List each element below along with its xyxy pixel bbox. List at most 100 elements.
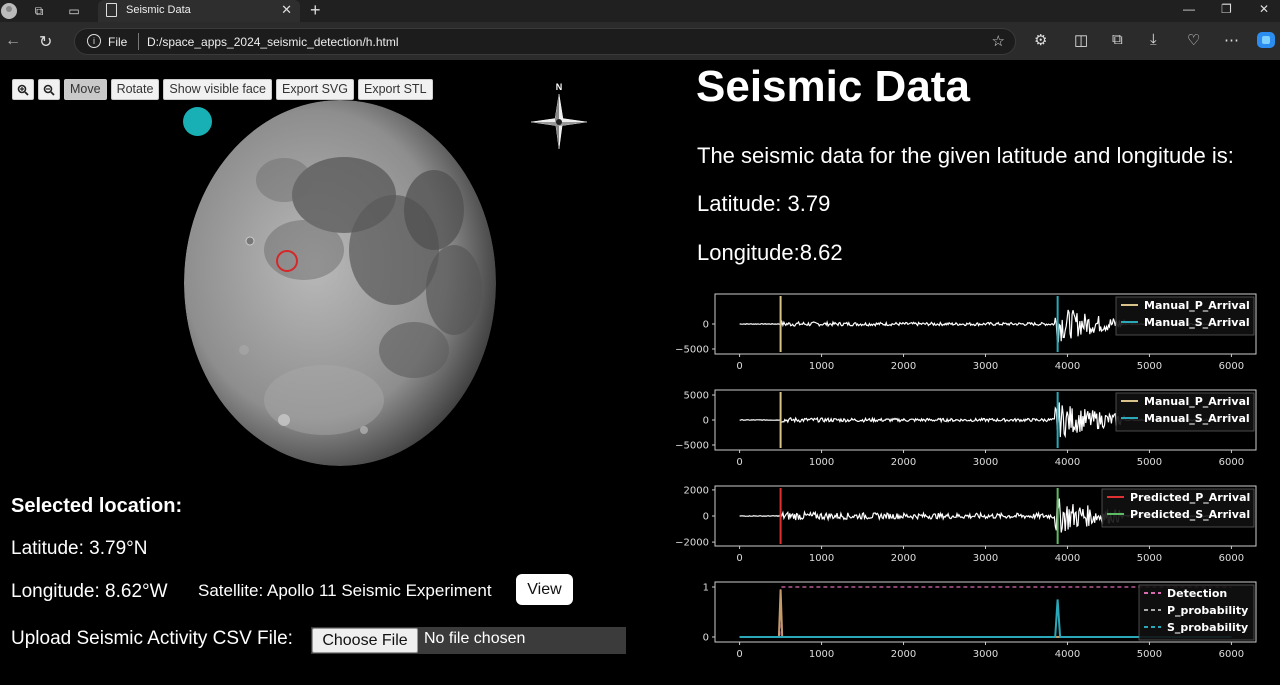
legend-label: Manual_P_Arrival <box>1144 395 1250 408</box>
minimize-icon[interactable]: — <box>1183 2 1195 16</box>
collections-icon[interactable]: ⧉ <box>1112 31 1123 48</box>
legend-label: Predicted_S_Arrival <box>1130 508 1250 521</box>
legend-label: Manual_S_Arrival <box>1144 412 1250 425</box>
legend-box <box>1138 584 1255 641</box>
y-tick-label: −5000 <box>675 345 709 356</box>
y-tick-label: 0 <box>703 320 709 331</box>
address-bar-row: ← ↻ i File D:/space_apps_2024_seismic_de… <box>0 22 1280 60</box>
x-tick-label: 6000 <box>1219 361 1244 372</box>
x-tick-label: 1000 <box>809 361 834 372</box>
legend-label: P_probability <box>1167 604 1248 617</box>
y-tick-label: 0 <box>703 633 709 644</box>
copilot-icon[interactable] <box>1256 31 1276 53</box>
browser-essentials-icon[interactable]: ♡ <box>1187 32 1201 49</box>
x-tick-label: 3000 <box>973 457 998 468</box>
address-bar[interactable]: i File D:/space_apps_2024_seismic_detect… <box>74 28 1016 55</box>
tab-title: Seismic Data <box>126 4 191 16</box>
probability-line <box>739 599 1232 638</box>
seismic-plots: 0 1000 2000 3000 4000 5000 60000−5000Manual_P_… <box>675 293 1257 660</box>
window-close-icon[interactable]: ✕ <box>1259 2 1270 16</box>
legend-label: Detection <box>1167 587 1227 600</box>
x-tick-label: 5000 <box>1137 649 1162 660</box>
browser-tab[interactable]: Seismic Data ✕ <box>98 0 300 22</box>
x-tick-label: 5000 <box>1137 361 1162 372</box>
x-tick-label: 0 <box>736 457 742 468</box>
x-tick-label: 1000 <box>809 649 834 660</box>
x-tick-label: 2000 <box>891 553 916 564</box>
browser-tab-bar: ⧉ ▭ Seismic Data ✕ + — ❐ ✕ <box>0 0 1280 22</box>
y-tick-label: 5000 <box>684 391 709 402</box>
extensions-icon[interactable]: ⚙ <box>1034 32 1048 49</box>
satellite-name: Satellite: Apollo 11 Seismic Experiment <box>198 581 492 600</box>
x-tick-label: 4000 <box>1055 649 1080 660</box>
y-tick-label: −5000 <box>675 441 709 452</box>
show-visible-face-button[interactable]: Show visible face <box>163 79 272 100</box>
downloads-icon[interactable]: ⤓ <box>1150 31 1157 48</box>
x-tick-label: 1000 <box>809 457 834 468</box>
tab-actions-icon[interactable]: ▭ <box>68 4 80 18</box>
selected-location-marker-icon[interactable] <box>274 248 300 274</box>
url-scheme: File <box>108 35 128 49</box>
x-tick-label: 4000 <box>1055 361 1080 372</box>
file-status: No file chosen <box>424 630 526 647</box>
moon-globe[interactable] <box>184 100 496 466</box>
workspaces-icon[interactable]: ⧉ <box>34 3 44 18</box>
export-svg-button[interactable]: Export SVG <box>276 79 354 100</box>
page-description: The seismic data for the given latitude … <box>697 143 1234 168</box>
x-tick-label: 2000 <box>891 361 916 372</box>
x-tick-label: 2000 <box>891 457 916 468</box>
file-input[interactable]: Choose File No file chosen <box>311 627 626 654</box>
y-tick-label: 1 <box>703 583 709 594</box>
legend-label: Predicted_P_Arrival <box>1130 491 1250 504</box>
x-tick-label: 6000 <box>1219 553 1244 564</box>
legend-box <box>1115 296 1255 336</box>
upload-label: Upload Seismic Activity CSV File: <box>11 628 293 649</box>
map-toolbar: Move Rotate Show visible face Export SVG… <box>12 79 433 100</box>
new-tab-icon[interactable]: + <box>310 0 321 20</box>
profile-avatar-icon[interactable] <box>0 2 18 20</box>
move-button[interactable]: Move <box>64 79 107 100</box>
legend-label: Manual_S_Arrival <box>1144 316 1250 329</box>
satellite-marker[interactable] <box>183 107 212 136</box>
x-tick-label: 0 <box>736 649 742 660</box>
result-longitude: Longitude:8.62 <box>697 240 843 265</box>
y-tick-label: 0 <box>703 416 709 427</box>
rotate-button[interactable]: Rotate <box>110 79 160 100</box>
info-icon[interactable]: i <box>87 34 101 48</box>
maximize-icon[interactable]: ❐ <box>1221 2 1232 16</box>
choose-file-button[interactable]: Choose File <box>312 628 418 653</box>
refresh-icon[interactable]: ↻ <box>39 34 53 51</box>
view-button[interactable]: View <box>516 574 573 605</box>
legend-box <box>1115 392 1255 432</box>
page-content: Move Rotate Show visible face Export SVG… <box>0 60 1280 685</box>
x-tick-label: 4000 <box>1055 553 1080 564</box>
legend-box <box>1101 488 1255 528</box>
x-tick-label: 6000 <box>1219 649 1244 660</box>
tab-close-icon[interactable]: ✕ <box>281 2 292 17</box>
more-menu-icon[interactable]: ⋯ <box>1224 32 1239 49</box>
y-tick-label: −2000 <box>675 538 709 549</box>
x-tick-label: 0 <box>736 553 742 564</box>
x-tick-label: 5000 <box>1137 553 1162 564</box>
x-tick-label: 3000 <box>973 649 998 660</box>
x-tick-label: 2000 <box>891 649 916 660</box>
split-screen-icon[interactable]: ◫ <box>1074 32 1089 49</box>
result-latitude: Latitude: 3.79 <box>697 191 831 216</box>
x-tick-label: 6000 <box>1219 457 1244 468</box>
x-tick-label: 5000 <box>1137 457 1162 468</box>
favorite-star-icon[interactable]: ☆ <box>991 33 1005 50</box>
selected-longitude: Longitude: 8.62°W <box>11 581 168 602</box>
x-tick-label: 3000 <box>973 553 998 564</box>
zoom-in-button[interactable] <box>12 79 34 100</box>
x-tick-label: 4000 <box>1055 457 1080 468</box>
legend-label: Manual_P_Arrival <box>1144 299 1250 312</box>
x-tick-label: 1000 <box>809 553 834 564</box>
y-tick-label: 0 <box>703 512 709 523</box>
compass-north-label: N <box>556 82 563 92</box>
compass-rose-icon: N <box>530 82 588 150</box>
url-separator <box>138 33 139 50</box>
back-arrow-icon[interactable]: ← <box>5 32 21 49</box>
url-path: D:/space_apps_2024_seismic_detection/h.h… <box>147 35 399 49</box>
zoom-out-button[interactable] <box>38 79 60 100</box>
export-stl-button[interactable]: Export STL <box>358 79 433 100</box>
